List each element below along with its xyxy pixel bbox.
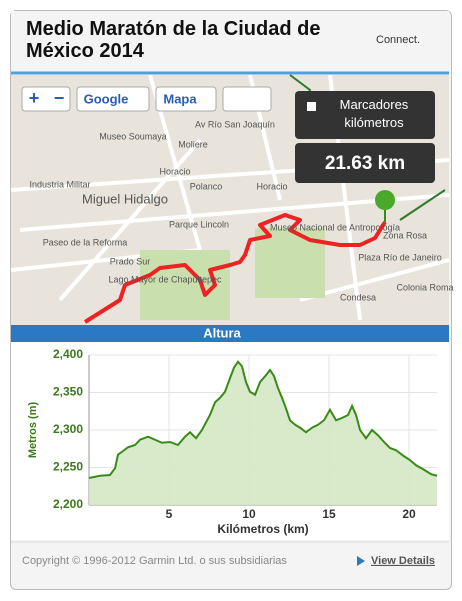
route: [83, 213, 387, 324]
map-label: Lago Mayor de Chapultepec: [108, 274, 222, 284]
view-details[interactable]: View Details: [371, 555, 435, 567]
x-tick-label: 15: [322, 507, 336, 521]
map-label: Museo Soumaya: [99, 131, 167, 141]
provider-button[interactable]: [76, 86, 150, 112]
y-tick-label: 2,200: [53, 497, 83, 511]
line: [88, 360, 438, 479]
x-tick-label: 20: [402, 507, 416, 521]
map-label: Colonia Roma: [396, 282, 453, 292]
y-tick-label: 2,400: [53, 347, 83, 361]
x-tick-label: 10: [242, 507, 256, 521]
map-controls: [21, 86, 435, 183]
map-label: Condesa: [340, 292, 376, 302]
panel-title[interactable]: Altura: [203, 325, 241, 340]
view-button[interactable]: [155, 86, 217, 112]
distance: 21.63 km: [325, 153, 405, 174]
zoom-buttons[interactable]: [21, 86, 71, 112]
map-label: Miguel Hidalgo: [82, 191, 168, 206]
markers-label[interactable]: Marcadores kilómetros: [339, 97, 409, 130]
y-tick-label: 2,350: [53, 385, 83, 399]
distance-box: [295, 143, 435, 183]
chart: 2,200 2,250 2,300 2,350 2,400 5 10 15 20 Kilómetr…: [27, 347, 438, 536]
map-label: Zona Rosa: [383, 230, 427, 240]
panel-bar[interactable]: [11, 325, 449, 342]
title: Medio Maratón de la Ciudad de México 201…: [26, 18, 321, 62]
zoom-out[interactable]: −: [54, 88, 65, 108]
map-label: Industria Militar: [29, 179, 90, 189]
map-label: Polanco: [190, 181, 223, 191]
y-axis-label: Metros (m): [27, 402, 39, 459]
area: [89, 361, 437, 505]
map-label: Prado Sur: [110, 256, 151, 266]
provider[interactable]: Google: [84, 91, 129, 106]
markers-label-box: Marcadores kilómetros: [339, 97, 409, 130]
link-icon: [357, 556, 365, 566]
map-label: Horacio: [159, 166, 190, 176]
map-label: Av Río San Joaquín: [195, 119, 275, 129]
x-tick-label: 5: [166, 507, 173, 521]
map-label: Moliere: [178, 139, 208, 149]
header-bg: [11, 11, 449, 72]
layers-button[interactable]: [222, 86, 272, 112]
view[interactable]: Mapa: [163, 91, 197, 106]
markers-box[interactable]: [295, 91, 435, 139]
logo: Connect.: [376, 34, 421, 46]
checkbox[interactable]: [307, 102, 316, 111]
y-tick-label: 2,300: [53, 422, 83, 436]
x-axis-label: Kilómetros (km): [217, 522, 308, 536]
y-tick-label: 2,250: [53, 460, 83, 474]
zoom-in[interactable]: +: [29, 88, 40, 108]
metro-line: [399, 189, 446, 221]
copyright: Copyright © 1996-2012 Garmin Ltd. o sus …: [22, 555, 287, 567]
map-label: Plaza Río de Janeiro: [358, 252, 442, 262]
map-label: Museo Nacional de Antropología: [270, 222, 400, 232]
map-label: Parque Lincoln: [169, 219, 229, 229]
finish-pin: [375, 190, 395, 210]
map-label: Paseo de la Reforma: [43, 237, 128, 247]
map-label: Horacio: [256, 181, 287, 191]
